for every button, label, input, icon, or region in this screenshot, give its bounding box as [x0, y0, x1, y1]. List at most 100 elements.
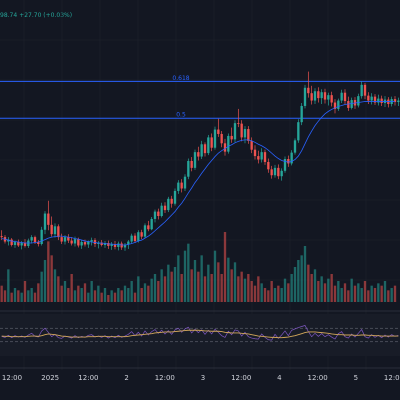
volume-bar: [150, 278, 153, 302]
candle-body: [320, 92, 323, 99]
candle-body: [217, 129, 220, 134]
candle-body: [333, 102, 337, 109]
candle-body: [397, 100, 400, 103]
candle-body: [30, 237, 33, 241]
price-change: +27.70 (+0.03%): [19, 12, 73, 19]
candle-body: [367, 95, 370, 101]
candle-body: [213, 129, 217, 148]
candle-body: [167, 198, 170, 211]
candle-body: [140, 232, 143, 237]
volume-bar: [153, 274, 157, 302]
volume-bar: [303, 246, 307, 302]
volume-bar: [120, 290, 123, 302]
volume-bar: [377, 283, 380, 302]
volume-bar: [293, 267, 297, 302]
candle-body: [237, 123, 240, 124]
volume-bar: [207, 264, 210, 302]
candle-body: [120, 243, 123, 248]
candle-body: [270, 169, 273, 176]
candle-body: [357, 96, 360, 106]
volume-bar: [337, 281, 340, 302]
volume-bar: [107, 295, 110, 302]
candle-body: [370, 96, 373, 101]
candle-body: [340, 92, 343, 101]
volume-bar: [3, 290, 7, 302]
volume-bar: [217, 262, 220, 302]
candle-body: [83, 242, 87, 245]
candle-body: [260, 152, 263, 160]
candle-body: [283, 159, 287, 171]
volume-bar: [0, 285, 3, 302]
candle-body: [133, 235, 137, 242]
candle-body: [203, 144, 207, 154]
volume-bar: [347, 290, 350, 302]
volume-bar: [280, 288, 283, 302]
candle-body: [100, 242, 103, 245]
volume-bar: [363, 281, 367, 302]
candle-body: [200, 144, 203, 157]
candle-body: [243, 129, 247, 138]
volume-bar: [190, 269, 193, 302]
rsi-background: [0, 314, 400, 356]
candle-body: [337, 100, 340, 109]
candle-body: [150, 218, 153, 230]
candle-body: [380, 98, 383, 104]
volume-bar: [353, 285, 357, 302]
volume-bar: [167, 264, 170, 302]
candle-body: [57, 226, 60, 238]
moving-average-line: [1, 101, 395, 246]
volume-bar: [140, 288, 143, 302]
volume-bar: [333, 285, 337, 302]
volume-bar: [247, 274, 250, 302]
candle-body: [73, 239, 77, 244]
candle-body: [157, 211, 160, 216]
candle-body: [163, 205, 167, 211]
candle-body: [327, 95, 330, 100]
candle-body: [300, 105, 303, 123]
volume-bar: [390, 288, 393, 302]
volume-bar: [10, 292, 13, 302]
horizontal-levels[interactable]: 0.618 0.5: [0, 75, 400, 119]
x-tick-label: 12:00: [2, 374, 22, 382]
candle-body: [290, 152, 293, 164]
volume-bar: [63, 281, 67, 302]
volume-bar: [57, 276, 60, 302]
volume-bar: [143, 283, 147, 302]
candle-body: [123, 244, 127, 248]
candle-body: [53, 226, 57, 235]
volume-bar: [7, 269, 10, 302]
candle-body: [297, 122, 300, 141]
volume-bar: [380, 285, 383, 302]
volume-bar: [103, 288, 107, 302]
candle-body: [117, 243, 120, 247]
candle-body: [180, 182, 183, 189]
volume-bar: [70, 274, 73, 302]
candle-body: [87, 241, 90, 245]
volume-bar: [93, 290, 97, 302]
candle-body: [153, 211, 157, 219]
rsi-pane[interactable]: [0, 310, 400, 356]
candle-body: [190, 160, 193, 168]
volume-bar: [270, 281, 273, 302]
candle-body: [330, 95, 333, 103]
volume-bar: [300, 255, 303, 302]
candle-body: [220, 133, 223, 144]
candle-body: [307, 87, 310, 94]
candle-body: [313, 91, 317, 101]
candle-body: [177, 182, 180, 191]
volume-bar: [137, 276, 140, 302]
candle-body: [293, 140, 297, 153]
volume-bar: [27, 290, 30, 302]
volume-bar: [237, 276, 240, 302]
volume-bar: [160, 269, 163, 302]
candle-body: [173, 190, 177, 204]
candle-body: [160, 205, 163, 216]
candle-body: [263, 152, 267, 162]
volume-bar: [210, 274, 213, 302]
volume-bar: [360, 288, 363, 302]
candle-body: [103, 243, 107, 245]
candles[interactable]: [0, 71, 400, 251]
candle-body: [373, 96, 377, 103]
volume-bar: [123, 285, 127, 302]
